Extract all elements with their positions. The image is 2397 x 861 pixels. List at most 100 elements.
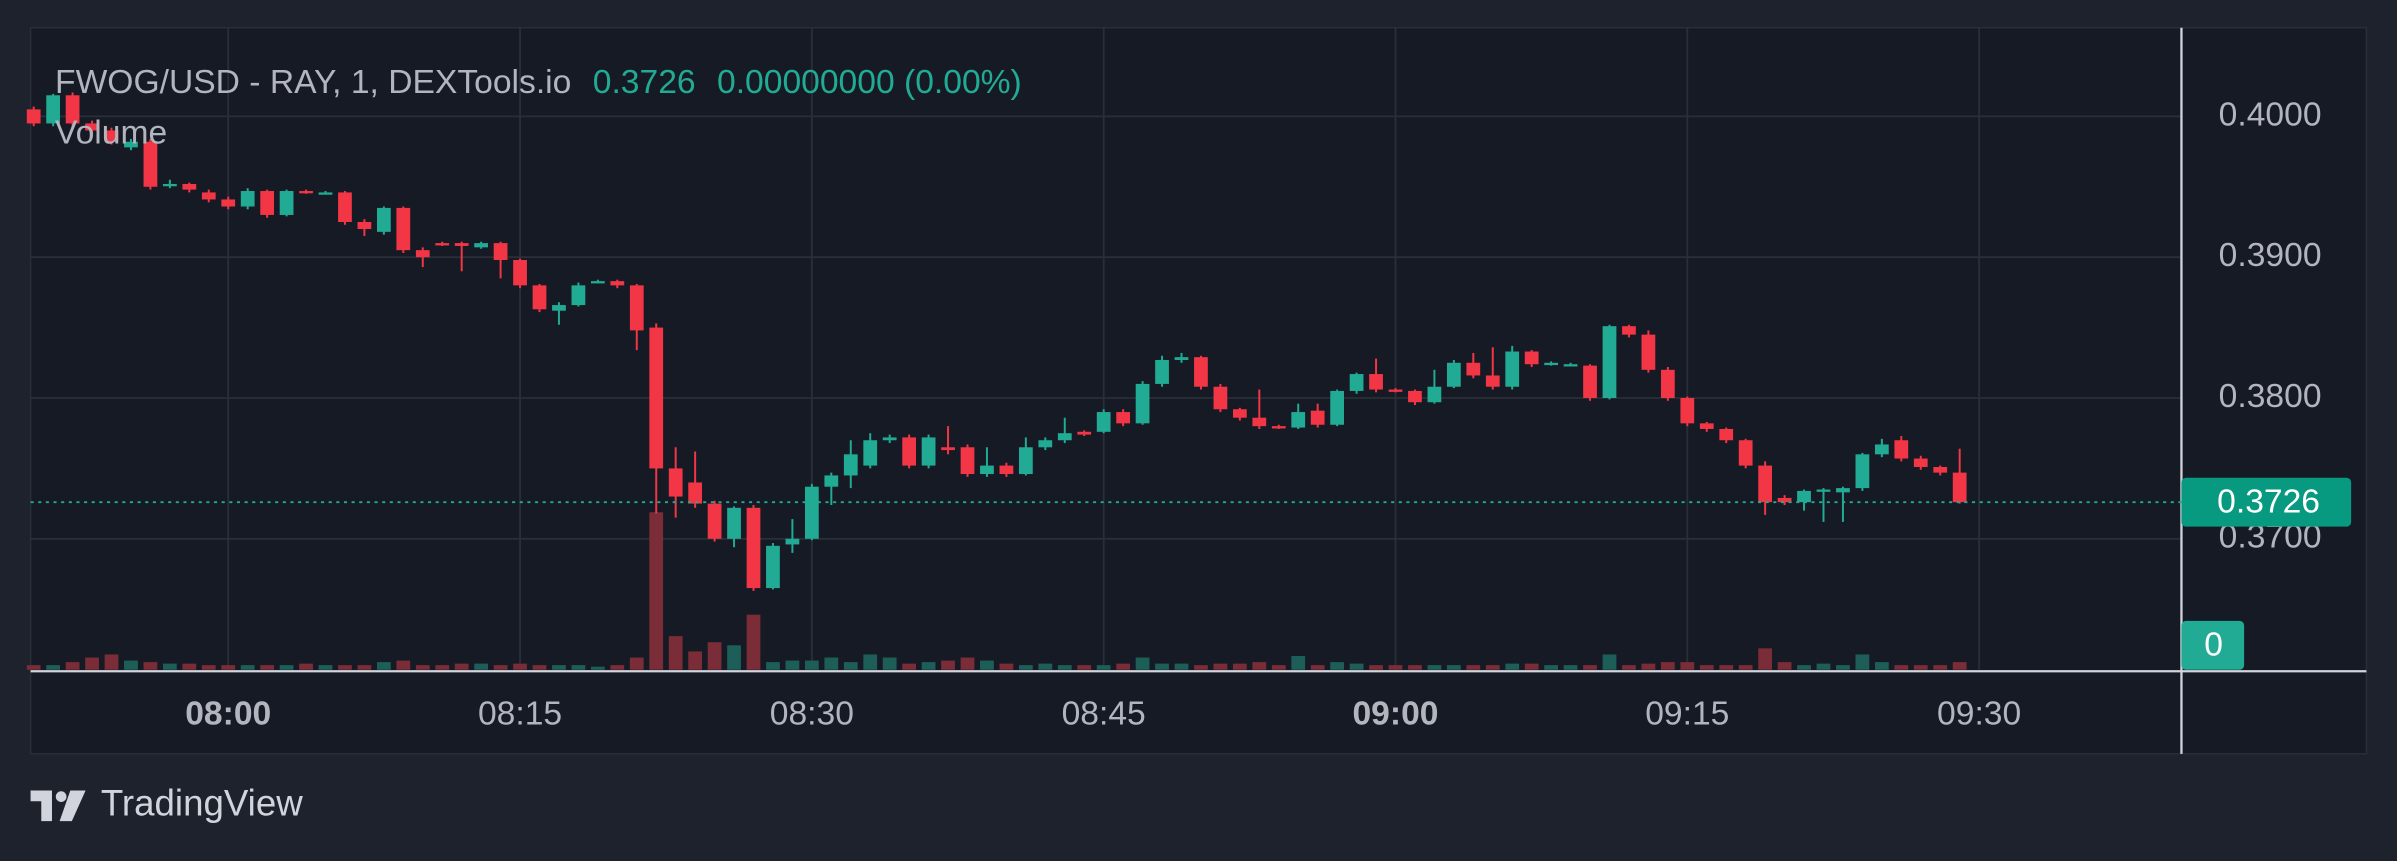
candle-body xyxy=(1894,440,1909,459)
candle-body xyxy=(843,454,858,476)
volume-bar xyxy=(124,660,138,670)
candle-body xyxy=(1232,409,1247,418)
volume-bar xyxy=(182,663,197,670)
candle-body xyxy=(65,95,80,124)
candle-body xyxy=(707,503,722,539)
candle-body xyxy=(1427,386,1442,403)
volume-bar xyxy=(766,662,780,670)
volume-bar xyxy=(980,660,994,670)
x-tick-label: 09:00 xyxy=(1352,695,1438,732)
volume-bar xyxy=(26,665,41,670)
candle-body xyxy=(727,507,741,539)
candle-body xyxy=(1135,383,1150,424)
volume-bar xyxy=(1369,665,1383,670)
candle-body xyxy=(785,538,800,545)
candle-body xyxy=(1933,466,1948,473)
candle-body xyxy=(513,260,527,286)
volume-bar xyxy=(474,663,489,670)
candle-body xyxy=(1874,444,1889,455)
candle-body xyxy=(182,183,197,190)
candle-body xyxy=(1271,426,1286,429)
candle-body xyxy=(26,109,41,124)
last-price-box xyxy=(2181,477,2352,527)
candle-body xyxy=(1641,334,1656,370)
candle-body xyxy=(376,207,391,232)
volume-bar xyxy=(493,665,508,670)
volume-bar xyxy=(299,663,313,670)
volume-bar xyxy=(1894,665,1909,670)
candle-body xyxy=(921,437,936,466)
volume-bar xyxy=(221,665,236,670)
candle-body xyxy=(1913,458,1928,467)
volume-bar xyxy=(318,665,333,670)
candle-body xyxy=(980,465,994,475)
volume-bar xyxy=(1505,663,1520,670)
volume-bar xyxy=(65,662,80,670)
candle-body xyxy=(1855,454,1870,489)
candle-body xyxy=(824,475,839,487)
volume-bar xyxy=(1213,663,1228,670)
volume-bar xyxy=(1038,663,1053,670)
volume-bar xyxy=(376,662,391,670)
volume-bar xyxy=(1155,663,1169,670)
candle-body xyxy=(766,545,780,589)
candle-body xyxy=(1660,369,1675,398)
header-price: 0.3726 xyxy=(593,64,696,101)
candle-body xyxy=(571,285,586,306)
volume-bar xyxy=(688,651,703,670)
candle-body xyxy=(1018,447,1033,475)
volume-bar xyxy=(1135,657,1150,670)
candle-body xyxy=(941,447,955,451)
candle-body xyxy=(1505,351,1520,387)
volume-bar xyxy=(162,663,177,670)
volume-bar xyxy=(843,662,858,670)
volume-bar xyxy=(882,657,897,670)
candle-body xyxy=(46,95,61,124)
candle-body xyxy=(1330,390,1345,425)
candle-body xyxy=(1583,365,1597,398)
volume-bar xyxy=(1194,665,1208,670)
volume-bar xyxy=(1077,665,1092,670)
candle-body xyxy=(1524,351,1539,365)
candle-body xyxy=(1602,326,1617,398)
chart-title: FWOG/USD - RAY, 1, DEXTools.io xyxy=(55,64,571,101)
candle-body xyxy=(882,437,897,441)
x-tick-label: 08:30 xyxy=(770,695,854,732)
volume-bar xyxy=(260,665,275,670)
volume-bar xyxy=(1874,662,1889,670)
candle-body xyxy=(1057,433,1072,441)
volume-bar xyxy=(1816,663,1831,670)
candle-body xyxy=(240,191,255,207)
candle-body xyxy=(221,199,236,207)
candle-body xyxy=(1466,362,1481,376)
candle-body xyxy=(1758,465,1773,503)
candle-body xyxy=(590,281,605,284)
candle-body xyxy=(357,221,372,230)
volume-bar xyxy=(143,662,158,670)
volume-bar xyxy=(1583,665,1597,670)
volume-bar xyxy=(1777,662,1792,670)
volume-bar xyxy=(357,665,372,670)
volume-bar xyxy=(104,654,119,670)
candle-body xyxy=(1369,374,1383,390)
candle-body xyxy=(279,191,294,215)
candle-body xyxy=(318,192,333,195)
volume-bar xyxy=(279,665,294,670)
candle-body xyxy=(260,191,275,215)
chart-pane xyxy=(29,26,2368,755)
y-tick-label: 0.4000 xyxy=(2219,96,2322,133)
candle-body xyxy=(1408,390,1422,403)
header-change: 0.00000000 (0.00%) xyxy=(717,64,1022,101)
volume-bar xyxy=(941,660,955,670)
volume-bar xyxy=(1252,662,1267,670)
volume-bar xyxy=(1349,663,1364,670)
volume-bar xyxy=(46,665,61,670)
volume-bar xyxy=(435,665,450,670)
candle-body xyxy=(610,281,625,286)
y-tick-label: 0.3800 xyxy=(2219,378,2322,415)
volume-bar xyxy=(1018,665,1033,670)
candle-body xyxy=(1952,472,1967,503)
volume-bar xyxy=(85,657,99,670)
candle-body xyxy=(1310,410,1325,425)
